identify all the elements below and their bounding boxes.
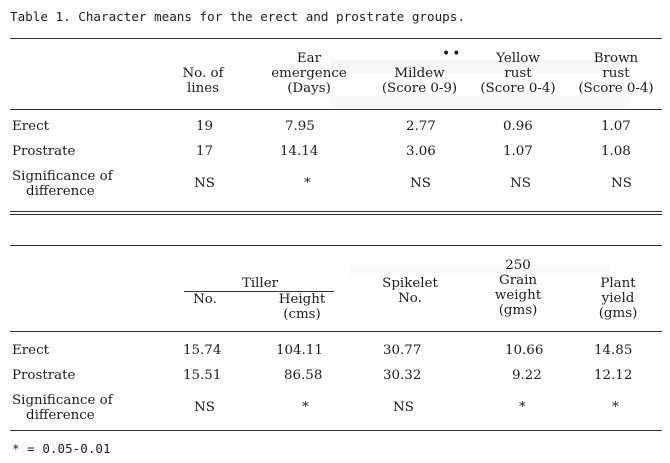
cell-value: 19 — [196, 119, 214, 134]
header-no-of-lines: No. of lines — [182, 66, 224, 96]
cell-value: 12.12 — [594, 368, 633, 383]
table2-top-rule — [10, 245, 662, 246]
cell-value: 30.32 — [383, 368, 422, 383]
cell-significance: * — [304, 176, 311, 191]
header-plant-yield: Plant yield (gms) — [598, 276, 638, 321]
table2-header-rule — [10, 331, 662, 332]
cell-value: 30.77 — [383, 343, 422, 358]
header-brown-rust: Brown rust (Score 0-4) — [578, 51, 654, 96]
cell-significance: NS — [510, 176, 531, 191]
row-label-significance: Significance of difference — [12, 393, 113, 423]
table-caption: Table 1. Character means for the erect a… — [10, 9, 465, 24]
cell-significance: NS — [410, 176, 431, 191]
row-label-prostrate: Prostrate — [12, 368, 76, 383]
cell-significance: NS — [194, 176, 215, 191]
table1-top-rule — [10, 38, 662, 39]
table1-header-rule — [10, 109, 662, 110]
row-label-erect: Erect — [12, 119, 49, 134]
header-tiller-height: Height (cms) — [278, 292, 326, 322]
cell-value: 9.22 — [512, 368, 542, 383]
table2-bottom-rule — [10, 430, 662, 431]
header-spikelet-no: Spikelet No. — [382, 276, 438, 306]
cell-value: 1.08 — [601, 144, 631, 159]
cell-value: 1.07 — [503, 144, 533, 159]
show-through-smudge — [350, 265, 610, 277]
cell-value: 104.11 — [276, 343, 323, 358]
cell-value: 14.85 — [594, 343, 633, 358]
show-through-smudge — [330, 96, 630, 108]
cell-value: 86.58 — [284, 368, 323, 383]
cell-value: 1.07 — [601, 119, 631, 134]
cell-value: 14.14 — [280, 144, 319, 159]
header-grain-weight: 250 Grain weight (gms) — [494, 258, 542, 318]
header-mildew: Mildew (Score 0-9) — [381, 66, 458, 96]
show-through-smudge — [330, 60, 620, 74]
cell-value: 10.66 — [505, 343, 544, 358]
row-label-erect: Erect — [12, 343, 49, 358]
cell-significance: NS — [194, 400, 215, 415]
tiller-subrule — [184, 291, 334, 292]
header-tiller-no: No. — [193, 292, 217, 307]
cell-value: 2.77 — [406, 119, 436, 134]
header-ear-emergence: Ear emergence (Days) — [271, 51, 347, 96]
cell-value: 15.51 — [183, 368, 222, 383]
cell-significance: * — [302, 400, 309, 415]
cell-significance: * — [519, 400, 526, 415]
table1-bottom-rule — [10, 211, 662, 215]
cell-value: 0.96 — [503, 119, 533, 134]
cell-value: 17 — [196, 144, 214, 159]
row-label-significance: Significance of difference — [12, 169, 113, 199]
footnote: * = 0.05-0.01 — [12, 441, 111, 456]
cell-significance: NS — [611, 176, 632, 191]
header-tiller: Tiller — [241, 276, 279, 291]
cell-value: 7.95 — [285, 119, 315, 134]
cell-significance: * — [612, 400, 619, 415]
row-label-prostrate: Prostrate — [12, 144, 76, 159]
ditto-marks: •• — [442, 46, 463, 62]
header-yellow-rust: Yellow rust (Score 0-4) — [480, 51, 556, 96]
cell-value: 3.06 — [406, 144, 436, 159]
cell-value: 15.74 — [183, 343, 222, 358]
cell-significance: NS — [393, 400, 414, 415]
